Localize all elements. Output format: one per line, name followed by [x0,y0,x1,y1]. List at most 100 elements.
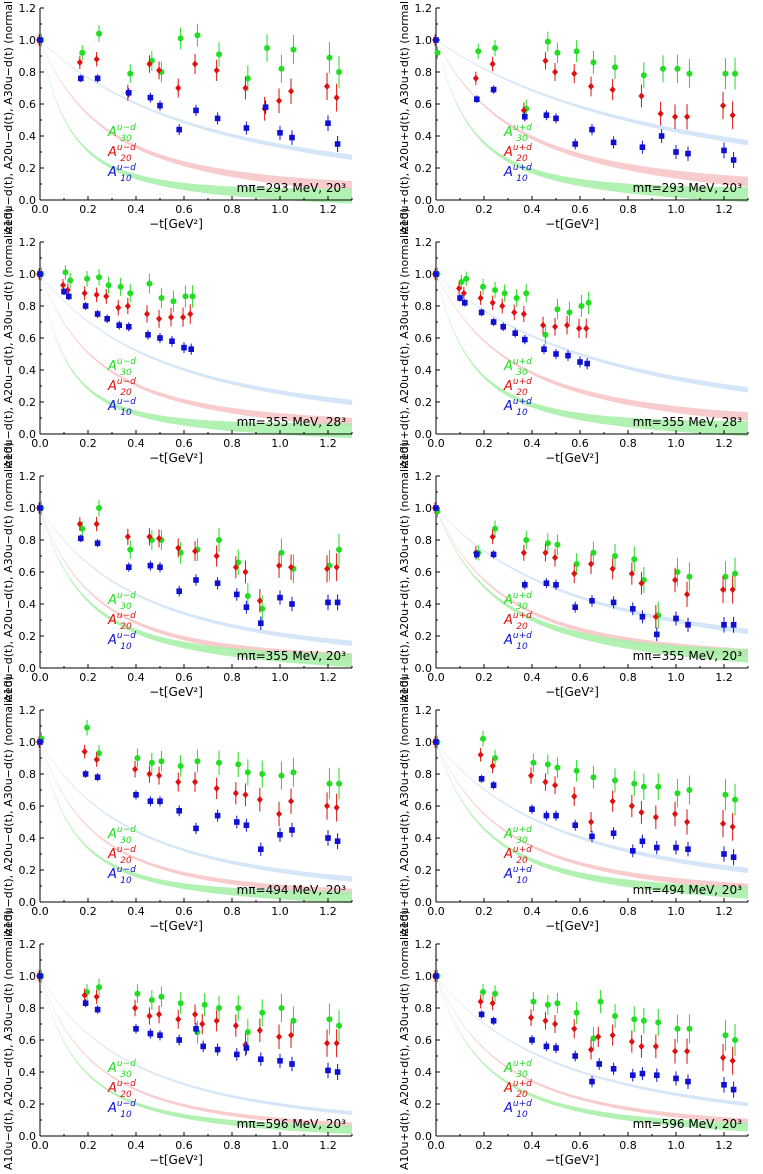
point-a10 [730,854,737,860]
panel-annotation: mπ=293 MeV, 20³ [633,181,743,195]
point-a10 [94,774,101,780]
point-a10 [277,130,283,136]
point-a30 [244,769,251,776]
point-a30 [134,990,141,997]
point-a30 [492,525,499,532]
point-a20 [720,102,727,110]
y-tick-label: 0.4 [19,364,37,377]
point-a30 [544,38,551,45]
point-a10 [176,126,182,133]
point-a10 [243,1045,250,1051]
legend-entry: Au+d 10 [503,865,532,886]
point-a30 [480,735,487,742]
point-a10 [721,851,727,857]
x-tick-label: 0.2 [79,203,97,216]
y-tick-label: 0.0 [19,428,37,441]
point-a30 [544,540,551,547]
point-a20 [288,563,295,571]
point-a30 [573,767,580,774]
point-a30 [686,787,693,793]
point-a10 [490,1018,497,1024]
point-a10 [145,332,151,338]
point-a20 [571,1025,578,1033]
point-a20 [571,70,578,78]
panel-p10: 0.0 0.2 0.4 0.6 0.8 1.0 1.2 0.0 0.2 0.4 0.6 0.8 1.0 1… [398,910,749,1170]
point-a10 [721,147,727,154]
point-a20 [175,84,182,92]
point-a10 [433,271,439,277]
point-a10 [673,615,679,622]
panel-p6: 0.0 0.2 0.4 0.6 0.8 1.0 1.2 0.0 0.2 0.4 0.6 0.8 1.0 1… [398,442,749,702]
legend-entry: Au+d 20 [503,611,532,632]
point-a10 [243,125,250,131]
point-a10 [457,295,463,301]
point-a20 [192,1010,199,1018]
y-tick-label: 0.6 [415,1034,433,1047]
point-a20 [571,792,578,800]
point-a10 [572,141,578,147]
point-a30 [216,759,223,766]
x-tick-label: 0.6 [175,203,193,216]
point-a10 [334,838,341,844]
x-tick-label: 1.0 [271,905,289,918]
point-a20 [288,1031,295,1039]
point-a30 [686,1025,693,1032]
point-a10 [630,606,636,612]
point-a30 [674,1025,681,1032]
point-a20 [132,765,139,773]
point-a20 [552,1020,559,1028]
x-tick-label: 1.0 [271,203,289,216]
point-a20 [76,520,83,528]
point-a10 [685,846,691,852]
point-a30 [182,293,189,300]
legend-entry: Au+d 20 [503,1079,532,1100]
point-a30 [278,772,285,779]
point-a10 [37,271,43,277]
point-a30 [640,783,647,790]
point-a30 [84,275,91,282]
point-a10 [589,833,595,840]
point-a30 [573,1009,580,1016]
point-a30 [336,546,343,553]
point-a20 [213,66,220,74]
x-tick-label: 0.4 [523,203,541,216]
point-a10 [243,822,250,828]
y-tick-label: 0.6 [415,332,433,345]
point-a20 [472,74,479,82]
panel-annotation: mπ=494 MeV, 20³ [237,883,347,897]
point-a10 [193,107,199,114]
point-a30 [96,750,103,757]
x-tick-label: 0.2 [475,203,493,216]
y-tick-label: 0.2 [415,630,433,643]
x-tick-label: 0.6 [175,437,193,450]
point-a20 [628,802,635,810]
x-tick-label: 0.0 [427,437,445,450]
x-tick-label: 0.4 [127,203,145,216]
y-tick-label: 1.2 [415,236,433,249]
point-a20 [132,1004,139,1012]
point-a10 [325,599,331,606]
point-a10 [94,540,101,546]
x-axis-label: −t[GeV²] [149,451,203,465]
point-a30 [79,525,86,532]
point-a10 [730,157,737,163]
point-a10 [94,75,101,82]
point-a10 [577,359,583,365]
point-a30 [290,769,297,776]
point-a10 [214,1046,221,1053]
point-a30 [501,290,508,297]
point-a10 [433,973,439,979]
point-a10 [543,1043,550,1050]
point-a30 [722,1032,729,1039]
point-a20 [564,321,571,329]
point-a30 [732,1037,739,1043]
point-a30 [244,1029,251,1035]
point-a30 [566,309,573,316]
point-a30 [722,70,729,77]
y-tick-label: 1.2 [19,938,37,951]
point-a20 [333,94,340,102]
y-tick-label: 0.0 [415,662,433,675]
x-tick-label: 0.8 [223,203,241,216]
point-a30 [530,759,537,766]
point-a20 [628,1038,635,1046]
